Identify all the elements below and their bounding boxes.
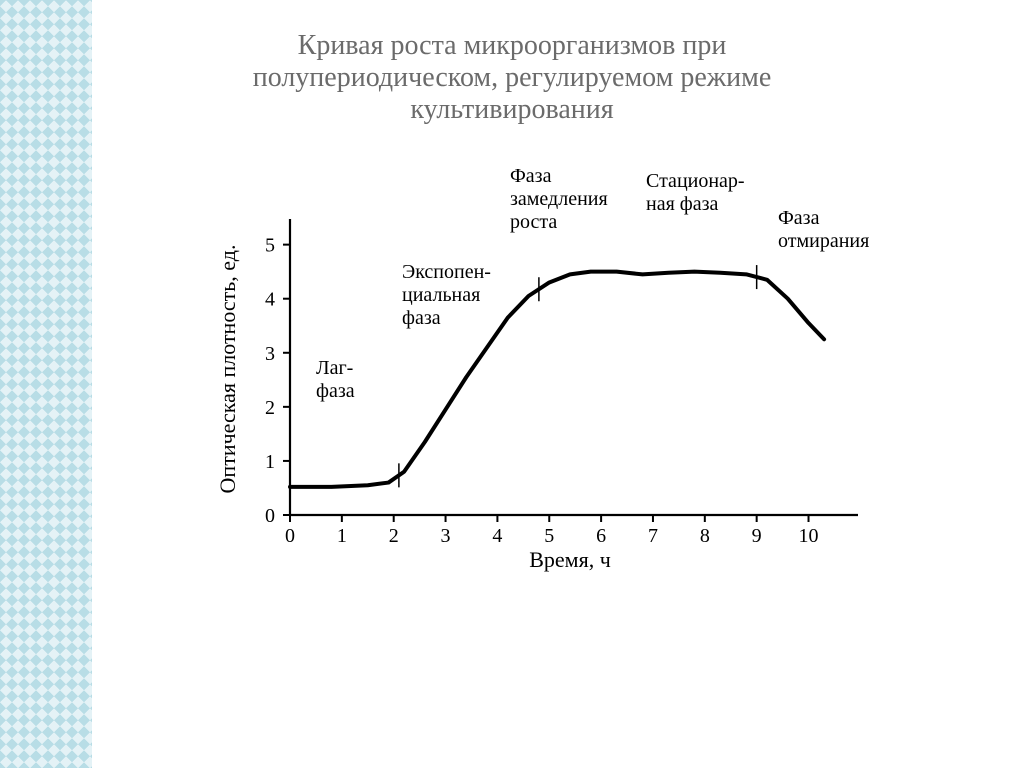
y-tick-label: 1: [265, 451, 275, 473]
y-tick-label: 3: [265, 343, 275, 365]
x-tick-label: 2: [389, 525, 399, 547]
phase-label-exp: Экспопен- циальная фаза: [402, 261, 491, 330]
x-tick-label: 3: [441, 525, 451, 547]
x-tick-label: 10: [799, 525, 819, 547]
phase-label-death: Фаза отмирания: [778, 207, 869, 253]
x-tick-label: 6: [596, 525, 606, 547]
x-tick-label: 7: [648, 525, 658, 547]
phase-label-slow: Фаза замедления роста: [510, 165, 608, 234]
x-tick-label: 9: [752, 525, 762, 547]
y-tick-label: 4: [265, 289, 275, 311]
growth-curve: [290, 272, 824, 487]
slide-title: Кривая роста микроорганизмов при полупер…: [0, 30, 1024, 126]
y-tick-label: 2: [265, 397, 275, 419]
phase-label-stat: Стационар- ная фаза: [646, 170, 745, 216]
y-tick-label: 0: [265, 505, 275, 527]
x-tick-label: 1: [337, 525, 347, 547]
x-tick-label: 4: [492, 525, 502, 547]
y-tick-label: 5: [265, 235, 275, 257]
x-tick-label: 0: [285, 525, 295, 547]
phase-label-lag: Лаг- фаза: [316, 357, 355, 403]
y-axis-label: Оптическая плотность, ед.: [215, 245, 240, 494]
x-axis-label: Время, ч: [529, 547, 611, 572]
slide-page: Кривая роста микроорганизмов при полупер…: [0, 0, 1024, 768]
growth-curve-chart: 012345678910012345Время, чОптическая пло…: [170, 165, 890, 585]
x-tick-label: 5: [544, 525, 554, 547]
x-tick-label: 8: [700, 525, 710, 547]
